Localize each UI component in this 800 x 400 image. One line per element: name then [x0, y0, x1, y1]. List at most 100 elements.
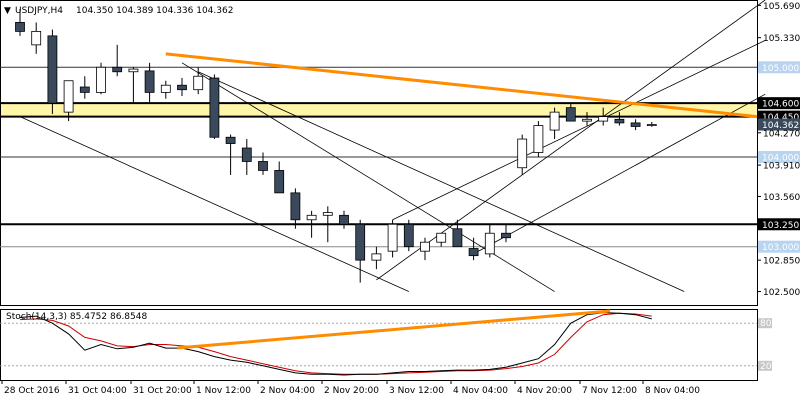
price-tag-bg: [758, 118, 800, 131]
stoch-level-label: 80: [760, 319, 772, 329]
price-tag-label: 104.362: [762, 121, 799, 131]
resistance-trendline: [165, 52, 758, 119]
candle-body: [274, 170, 285, 194]
candle: [63, 80, 74, 122]
candle: [371, 246, 382, 270]
x-tick-label: 31 Oct 20:00: [133, 386, 192, 396]
candle: [549, 107, 560, 140]
candle: [517, 134, 528, 175]
oscillator-panel: 80 20 Stoch(14,3,3) 85.4752 86.8548: [0, 309, 772, 376]
candle-body: [452, 228, 463, 248]
x-tick-label: 31 Oct 04:00: [68, 386, 127, 396]
candle: [598, 107, 609, 126]
candle: [47, 29, 58, 114]
price-tag-bg: [758, 218, 800, 231]
candle: [144, 62, 155, 104]
price-tag-label: 104.000: [762, 153, 799, 163]
candle: [501, 224, 511, 243]
candle-body: [355, 223, 366, 261]
collapse-triangle-icon[interactable]: ▼: [4, 6, 11, 16]
channel-line-5: [473, 93, 766, 255]
candle: [209, 74, 220, 140]
candle-body: [79, 86, 90, 93]
candle: [403, 219, 414, 252]
candle: [31, 22, 42, 54]
candle-body: [598, 116, 609, 122]
price-tag-bg: [758, 150, 800, 163]
candle-body: [630, 122, 641, 127]
candle-body: [371, 253, 382, 261]
candle-body: [306, 214, 317, 221]
trend-layer: [165, 52, 758, 119]
candle: [15, 8, 25, 36]
y-tick-label: 103.560: [763, 193, 800, 203]
candle: [565, 103, 576, 122]
candle: [452, 219, 463, 248]
candle-body: [144, 70, 155, 93]
y-tick-label: 103.910: [763, 162, 800, 172]
candle: [241, 139, 252, 175]
x-tick-label: 4 Nov 20:00: [517, 386, 572, 396]
candle: [290, 188, 301, 229]
candle-body: [209, 77, 220, 138]
candle: [193, 67, 204, 95]
candle-body: [582, 118, 592, 122]
candle: [420, 237, 430, 261]
candle-body: [112, 66, 123, 73]
candle-body: [436, 232, 447, 243]
x-tick-label: 3 Nov 12:00: [389, 386, 444, 396]
x-tick-label: 2 Nov 04:00: [260, 386, 315, 396]
channel-line-2: [198, 71, 685, 292]
stoch-divergence-trendline: [176, 309, 611, 350]
channel-line-4: [392, 40, 766, 221]
candle-body: [241, 147, 252, 162]
candle: [274, 161, 285, 194]
price-tag-bg: [758, 240, 800, 253]
stoch-level-tag: [758, 318, 772, 329]
candle: [96, 62, 106, 95]
candle-body: [484, 232, 495, 255]
candle-body: [96, 66, 106, 93]
candle: [306, 210, 317, 238]
candle-body: [290, 192, 301, 221]
candle-body: [403, 223, 414, 248]
candle-body: [420, 241, 430, 252]
chart-header: ▼ USDJPY,H4 104.350 104.389 104.336 104.…: [4, 6, 233, 16]
candle: [128, 67, 139, 104]
candle-body: [225, 136, 236, 144]
candle: [112, 44, 123, 77]
chart-symbol: USDJPY,H4: [15, 6, 63, 16]
candle: [484, 224, 495, 258]
y-tick-label: 102.500: [763, 288, 800, 298]
x-tick-label: 7 Nov 12:00: [582, 386, 637, 396]
candle: [160, 80, 171, 99]
x-tick-label: 4 Nov 04:00: [453, 386, 508, 396]
candle: [646, 122, 657, 127]
x-tick-label: 1 Nov 12:00: [196, 386, 251, 396]
oscillator-panel-frame: [0, 309, 758, 381]
candle-body: [533, 125, 544, 153]
x-tick-label: 2 Nov 20:00: [324, 386, 379, 396]
ohlc-readout: 104.350 104.389 104.336 104.362: [76, 6, 233, 16]
candle-body: [15, 22, 25, 32]
candle: [582, 112, 592, 126]
candle-body: [63, 80, 74, 113]
price-tag-label: 103.250: [762, 221, 799, 231]
y-tick-label: 102.850: [763, 257, 800, 267]
stoch-signal-line: [19, 312, 652, 375]
candle: [533, 121, 544, 157]
candles-layer: [15, 8, 657, 283]
candle: [630, 119, 641, 131]
candle-body: [160, 84, 171, 93]
x-tick-label: 28 Oct 2016: [4, 386, 60, 396]
price-tag-label: 104.600: [762, 100, 799, 110]
price-tag-label: 103.000: [762, 243, 799, 253]
candle: [322, 206, 333, 243]
candle: [339, 210, 349, 229]
candle: [387, 219, 398, 258]
price-tag-label: 104.450: [762, 113, 799, 123]
y-tick-label: 104.270: [763, 129, 800, 139]
candle-body: [322, 212, 333, 216]
